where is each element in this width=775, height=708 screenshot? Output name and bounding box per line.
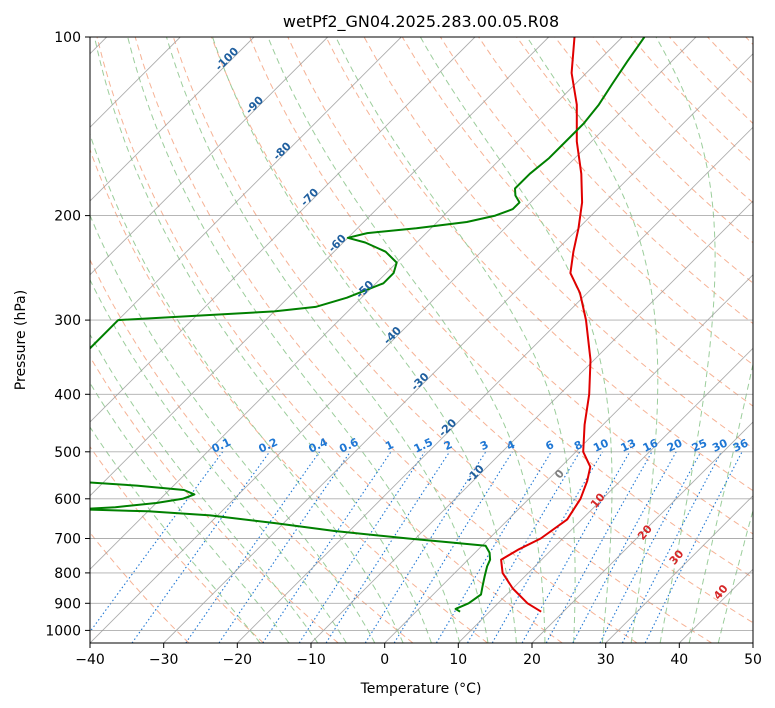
moist-adiabat-line [90, 426, 261, 643]
x-tick-label: 30 [597, 652, 615, 668]
y-tick-label: 800 [54, 566, 81, 582]
y-tick-label: 200 [54, 209, 81, 225]
isotherm-line [90, 37, 550, 497]
isotherm-line [384, 274, 753, 643]
mixing-ratio-label: 13 [619, 437, 638, 455]
y-tick-label: 500 [54, 445, 81, 461]
isotherm-line [605, 495, 753, 643]
dry-adiabat-line [249, 37, 753, 579]
y-tick-label: 700 [54, 532, 81, 548]
moist-adiabat-line [526, 37, 659, 643]
isotherm-line [90, 37, 623, 570]
moist-adiabat-line [127, 37, 461, 643]
dry-adiabat-line [211, 37, 753, 624]
dewpoint-profile-line [90, 37, 646, 613]
isotherm-line [90, 37, 255, 202]
x-tick-label: −20 [223, 652, 253, 668]
mixing-ratio-label: 16 [641, 436, 661, 454]
isotherm-line [163, 53, 753, 643]
y-tick-label: 1000 [45, 623, 81, 639]
moist-adiabat-line [212, 37, 517, 643]
isotherm-line [457, 347, 753, 643]
mixing-ratio-label: 30 [710, 436, 730, 454]
mixing-ratio-label: 36 [731, 436, 751, 454]
mixing-ratio-line [521, 451, 631, 643]
mixing-ratio-line [218, 451, 351, 643]
x-tick-label: 10 [449, 652, 467, 668]
dry-adiabat-line [96, 37, 563, 643]
mixing-ratio-line [131, 451, 271, 643]
x-axis-label: Temperature (°C) [360, 681, 482, 697]
moist-adiabat-line [688, 362, 753, 643]
y-tick-label: 400 [54, 387, 81, 403]
plot-frame [89, 36, 754, 644]
moist-adiabat-line [419, 37, 613, 643]
x-tick-label: 0 [380, 652, 389, 668]
mixing-ratio-line [364, 451, 487, 643]
temperature-profile-line [500, 37, 592, 613]
y-axis-ticks: 100 200 300 400 500 600 700 800 900 1000 [45, 30, 90, 639]
dry-adiabat-line [90, 258, 414, 643]
y-tick-label: 600 [54, 492, 81, 508]
mixing-ratio-label: 25 [690, 437, 709, 455]
dry-adiabat-line [325, 37, 753, 492]
sounding-series [90, 37, 646, 613]
y-tick-label: 900 [54, 596, 81, 612]
x-tick-label: −10 [296, 652, 326, 668]
moist-adiabats [90, 37, 753, 643]
isotherm-line [90, 37, 697, 643]
mixing-ratio-line [599, 451, 702, 643]
dry-adiabat-line [172, 37, 712, 643]
x-tick-label: 50 [744, 652, 762, 668]
x-tick-label: −30 [149, 652, 179, 668]
mixing-ratio-line [90, 451, 224, 633]
mixing-ratio-line [325, 451, 451, 643]
y-tick-label: 300 [54, 313, 81, 329]
moist-adiabat-line [90, 214, 376, 643]
mixing-ratio-label: 20 [665, 436, 685, 454]
moist-adiabat-line [94, 37, 432, 643]
mixing-ratio-line [572, 451, 677, 643]
dry-adiabat-line [90, 445, 264, 643]
mixing-ratio-line [262, 451, 392, 643]
isotherm-line [236, 126, 753, 643]
moist-adiabat-line [90, 278, 347, 643]
y-tick-label: 100 [54, 30, 81, 46]
mixing-ratio-line [185, 451, 321, 643]
dry-adiabat-line [90, 355, 339, 643]
mixing-ratio-line [644, 451, 743, 643]
isotherm-line [531, 421, 753, 643]
chart-title: wetPf2_GN04.2025.283.00.05.R08 [283, 12, 559, 32]
isotherm-line [310, 200, 753, 643]
mixing-ratio-label: 10 [591, 436, 611, 454]
mixing-ratio-line [545, 451, 653, 643]
moist-adiabat-line [717, 508, 753, 643]
mixing-ratio-line [435, 451, 552, 643]
x-tick-label: −40 [75, 652, 105, 668]
mixing-ratio-lines [90, 451, 743, 643]
moist-adiabat-line [267, 37, 546, 643]
x-tick-label: 20 [523, 652, 541, 668]
isotherm-line [90, 37, 476, 423]
isotherm-line [90, 37, 329, 276]
moist-adiabat-line [655, 37, 716, 643]
dry-adiabat-line [516, 37, 753, 284]
dry-adiabat-line [287, 37, 753, 535]
moist-adiabat-line [335, 37, 576, 643]
moist-adiabat-line [166, 37, 489, 643]
moist-adiabat-line [90, 132, 404, 643]
x-tick-label: 40 [670, 652, 688, 668]
moist-adiabat-line [90, 333, 319, 643]
x-axis-ticks: −40 −30 −20 −10 0 10 20 30 40 50 [75, 643, 762, 668]
y-axis-label: Pressure (hPa) [13, 290, 29, 390]
isobar-grid [90, 37, 753, 631]
mixing-ratio-line [298, 451, 426, 643]
